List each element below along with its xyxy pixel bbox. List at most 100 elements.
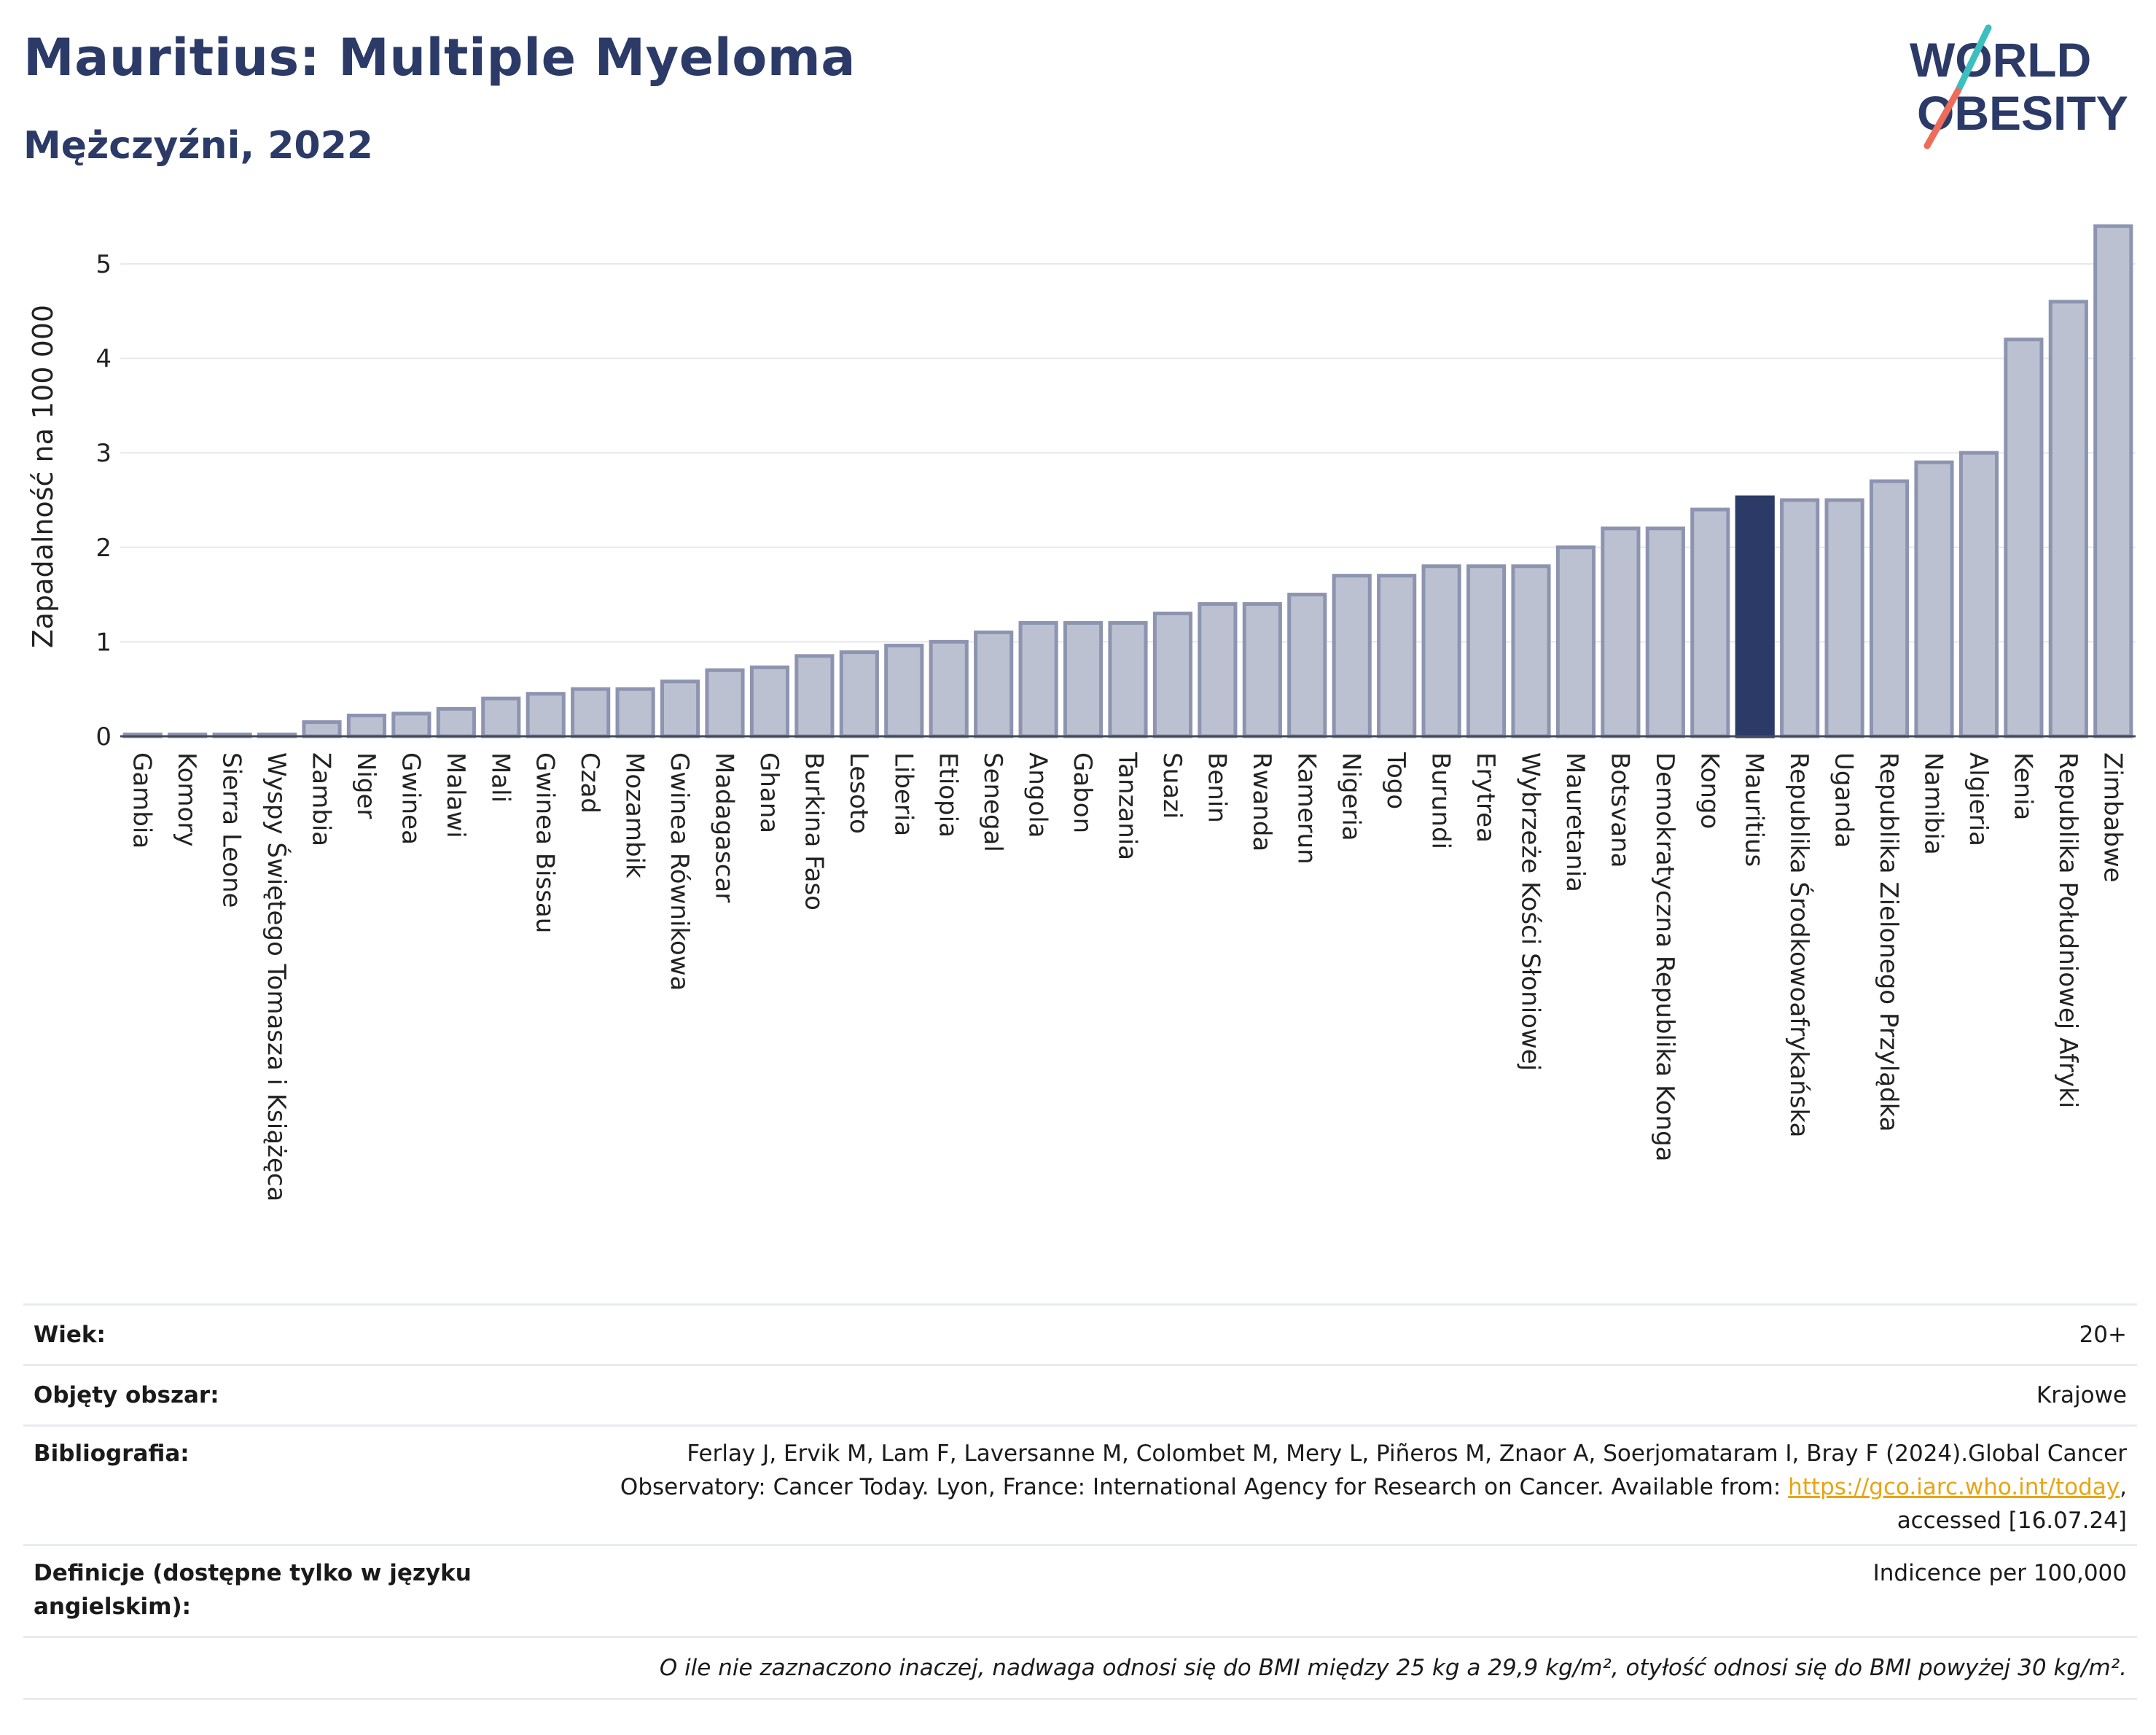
bar <box>1332 574 1372 738</box>
meta-row-age: Wiek: 20+ <box>23 1303 2137 1364</box>
x-tick-label: Liberia <box>888 752 918 836</box>
bar <box>660 679 700 738</box>
meta-biblio-value: Ferlay J, Ervik M, Lam F, Laversanne M, … <box>500 1437 2137 1537</box>
bar <box>1735 495 1775 738</box>
x-tick-label: Gabon <box>1068 752 1097 833</box>
logo-line-1: WORLD <box>1910 33 2091 87</box>
bar <box>1645 526 1685 738</box>
y-tick-label: 2 <box>95 534 112 563</box>
x-tick-label: Burundi <box>1426 752 1456 849</box>
bar <box>705 668 745 738</box>
bar <box>346 713 387 738</box>
bar <box>1914 460 1954 738</box>
meta-row-definitions: Definicje (dostępne tylko w języku angie… <box>23 1544 2137 1636</box>
x-tick-label: Madagascar <box>710 752 739 902</box>
x-tick-label: Czad <box>575 752 604 814</box>
bar-chart: 0 1 2 3 4 5 Zapadalność na 100 000 Gambia Komory… <box>27 224 2136 1201</box>
x-tick-label: Burkina Faso <box>799 752 828 911</box>
meta-row-coverage: Objęty obszar: Krajowe <box>23 1364 2137 1424</box>
biblio-line-2: Observatory: Cancer Today. Lyon, France:… <box>500 1470 2127 1504</box>
bar <box>929 639 969 738</box>
bar <box>1018 620 1058 738</box>
meta-coverage-value: Krajowe <box>2036 1382 2127 1408</box>
x-tick-label: Republika Południowej Afryki <box>2053 752 2082 1108</box>
x-tick-label: Niger <box>351 752 380 819</box>
x-tick-label: Togo <box>1381 752 1410 809</box>
x-tick-label: Gwinea Bissau <box>531 752 560 933</box>
bar <box>2093 224 2133 738</box>
biblio-line-3: accessed [16.07.24] <box>1897 1508 2127 1534</box>
y-tick-label: 4 <box>95 345 112 374</box>
x-tick-label: Kongo <box>1695 752 1724 829</box>
x-tick-label: Mozambik <box>620 752 649 878</box>
bar <box>1958 451 1999 738</box>
x-tick-label: Kamerun <box>1292 752 1321 865</box>
y-tick-label: 5 <box>95 250 112 279</box>
bar <box>839 650 879 738</box>
meta-def-label: Definicje (dostępne tylko w języku angie… <box>34 1560 472 1620</box>
bar <box>1555 545 1596 738</box>
y-tick-label: 3 <box>95 439 112 468</box>
meta-age-value: 20+ <box>2079 1322 2127 1348</box>
x-tick-label: Gambia <box>128 752 157 849</box>
x-tick-label: Tanzania <box>1113 752 1142 860</box>
meta-coverage-label: Objęty obszar: <box>34 1382 219 1408</box>
x-tick-label: Gwinea <box>396 752 425 845</box>
x-tick-label: Kenia <box>2008 752 2037 820</box>
bar <box>1063 620 1104 738</box>
y-axis-label: Zapadalność na 100 000 <box>27 305 59 648</box>
x-tick-label: Mauretania <box>1561 752 1590 892</box>
x-tick-label: Wyspy Świętego Tomasza i Książęca <box>262 752 292 1201</box>
x-tick-label: Ghana <box>754 752 784 833</box>
bar <box>1824 498 1864 738</box>
x-tick-label: Wybrzeże Kości Słoniowej <box>1516 752 1545 1071</box>
x-tick-label: Benin <box>1202 752 1231 823</box>
bar <box>1690 507 1730 738</box>
meta-biblio-label: Bibliografia: <box>34 1440 190 1467</box>
bar <box>1466 564 1507 738</box>
bar <box>615 687 655 738</box>
bar <box>749 665 790 738</box>
x-tick-label: Senegal <box>978 752 1007 852</box>
meta-age-label: Wiek: <box>34 1322 106 1348</box>
x-tick-label: Rwanda <box>1247 752 1276 851</box>
bar <box>391 711 431 738</box>
x-tick-label: Zimbabwe <box>2098 752 2127 883</box>
meta-row-footnote: O ile nie zaznaczono inaczej, nadwaga od… <box>23 1636 2137 1700</box>
y-tick-label: 1 <box>95 628 112 657</box>
x-tick-label: Sierra Leone <box>217 752 246 908</box>
bar <box>1108 620 1148 738</box>
x-tick-label: Zambia <box>307 752 336 846</box>
biblio-link[interactable]: https://gco.iarc.who.int/today <box>1788 1474 2120 1500</box>
bar <box>302 720 342 738</box>
world-obesity-logo: WORLD OBESITY <box>1910 24 2128 149</box>
bar <box>1152 612 1193 738</box>
bar <box>436 706 476 738</box>
x-tick-label: Erytrea <box>1471 752 1500 843</box>
biblio-line-2-end: , <box>2120 1474 2127 1500</box>
biblio-line-2-text: Observatory: Cancer Today. Lyon, France:… <box>620 1474 1789 1500</box>
x-tick-label: Malawi <box>441 752 470 838</box>
x-tick-label: Republika Zielonego Przylądka <box>1874 752 1903 1132</box>
x-tick-label: Uganda <box>1829 752 1859 848</box>
bar <box>974 630 1014 738</box>
page-title: Mauritius: Multiple Myeloma <box>23 28 856 87</box>
bar <box>1869 479 1910 738</box>
bar <box>571 687 611 738</box>
bar <box>526 692 566 738</box>
bar <box>884 644 924 738</box>
biblio-line-1: Ferlay J, Ervik M, Lam F, Laversanne M, … <box>687 1440 2127 1467</box>
x-tick-label: Gwinea Równikowa <box>665 752 694 991</box>
y-tick-label: 0 <box>95 722 112 752</box>
x-tick-label: Komory <box>172 752 201 846</box>
bar <box>1287 593 1327 738</box>
bar <box>1242 602 1282 738</box>
x-tick-label: Nigeria <box>1337 752 1366 841</box>
metadata-table: Wiek: 20+ Objęty obszar: Krajowe Bibliog… <box>23 1303 2137 1700</box>
meta-def-value: Indicence per 100,000 <box>1872 1560 2127 1586</box>
x-tick-label: Republika Środkowoafrykańska <box>1784 752 1814 1137</box>
logo-slash-coral <box>1923 87 1961 149</box>
x-tick-label: Mali <box>485 752 515 803</box>
bar <box>481 696 521 738</box>
footnote: O ile nie zaznaczono inaczej, nadwaga od… <box>659 1655 2127 1681</box>
